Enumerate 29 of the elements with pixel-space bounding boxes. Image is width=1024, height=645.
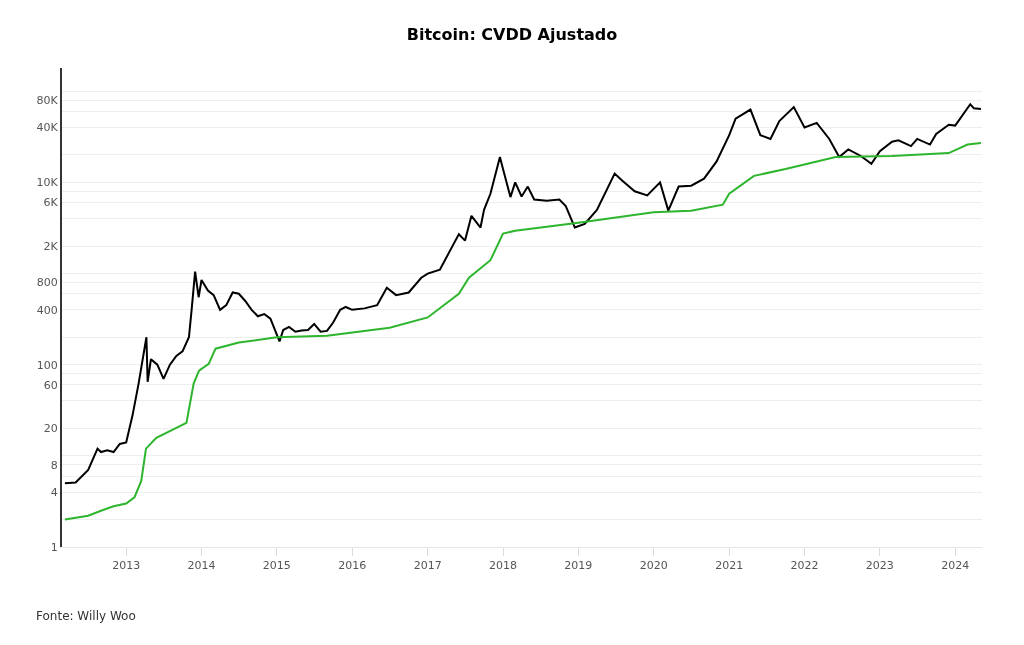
y-tick-label: 100	[36, 358, 58, 372]
y-tick-label: 2K	[43, 239, 59, 253]
y-tick-label: 4	[50, 485, 58, 499]
y-tick-label: 8	[50, 458, 58, 472]
x-tick-label: 2018	[489, 559, 518, 573]
x-tick-label: 2020	[639, 559, 668, 573]
x-tick-label: 2016	[338, 559, 367, 573]
x-tick-label: 2017	[413, 559, 442, 573]
x-tick-label: 2014	[187, 559, 216, 573]
y-tick-label: 800	[36, 276, 58, 290]
y-tick-label: 1	[50, 540, 58, 554]
x-tick-label: 2015	[262, 559, 291, 573]
y-tick-label: 10K	[36, 176, 59, 190]
y-tick-label: 6K	[43, 196, 59, 210]
line-series	[63, 103, 982, 485]
x-tick-label: 2022	[790, 559, 819, 573]
x-tick-label: 2021	[715, 559, 744, 573]
x-tick-label: 2013	[112, 559, 141, 573]
chart-title: Bitcoin: CVDD Ajustado	[406, 25, 618, 45]
y-tick-label: 400	[36, 303, 58, 317]
y-tick-label: 80K	[36, 93, 59, 107]
x-tick-label: 2019	[564, 559, 593, 573]
source-note: Fonte: Willy Woo	[36, 609, 136, 623]
line-series	[63, 142, 982, 521]
y-tick-label: 40K	[36, 121, 59, 135]
y-tick-label: 60	[43, 378, 58, 392]
x-tick-label: 2024	[941, 559, 970, 573]
x-tick-label: 2023	[865, 559, 894, 573]
y-tick-label: 20	[43, 422, 58, 436]
